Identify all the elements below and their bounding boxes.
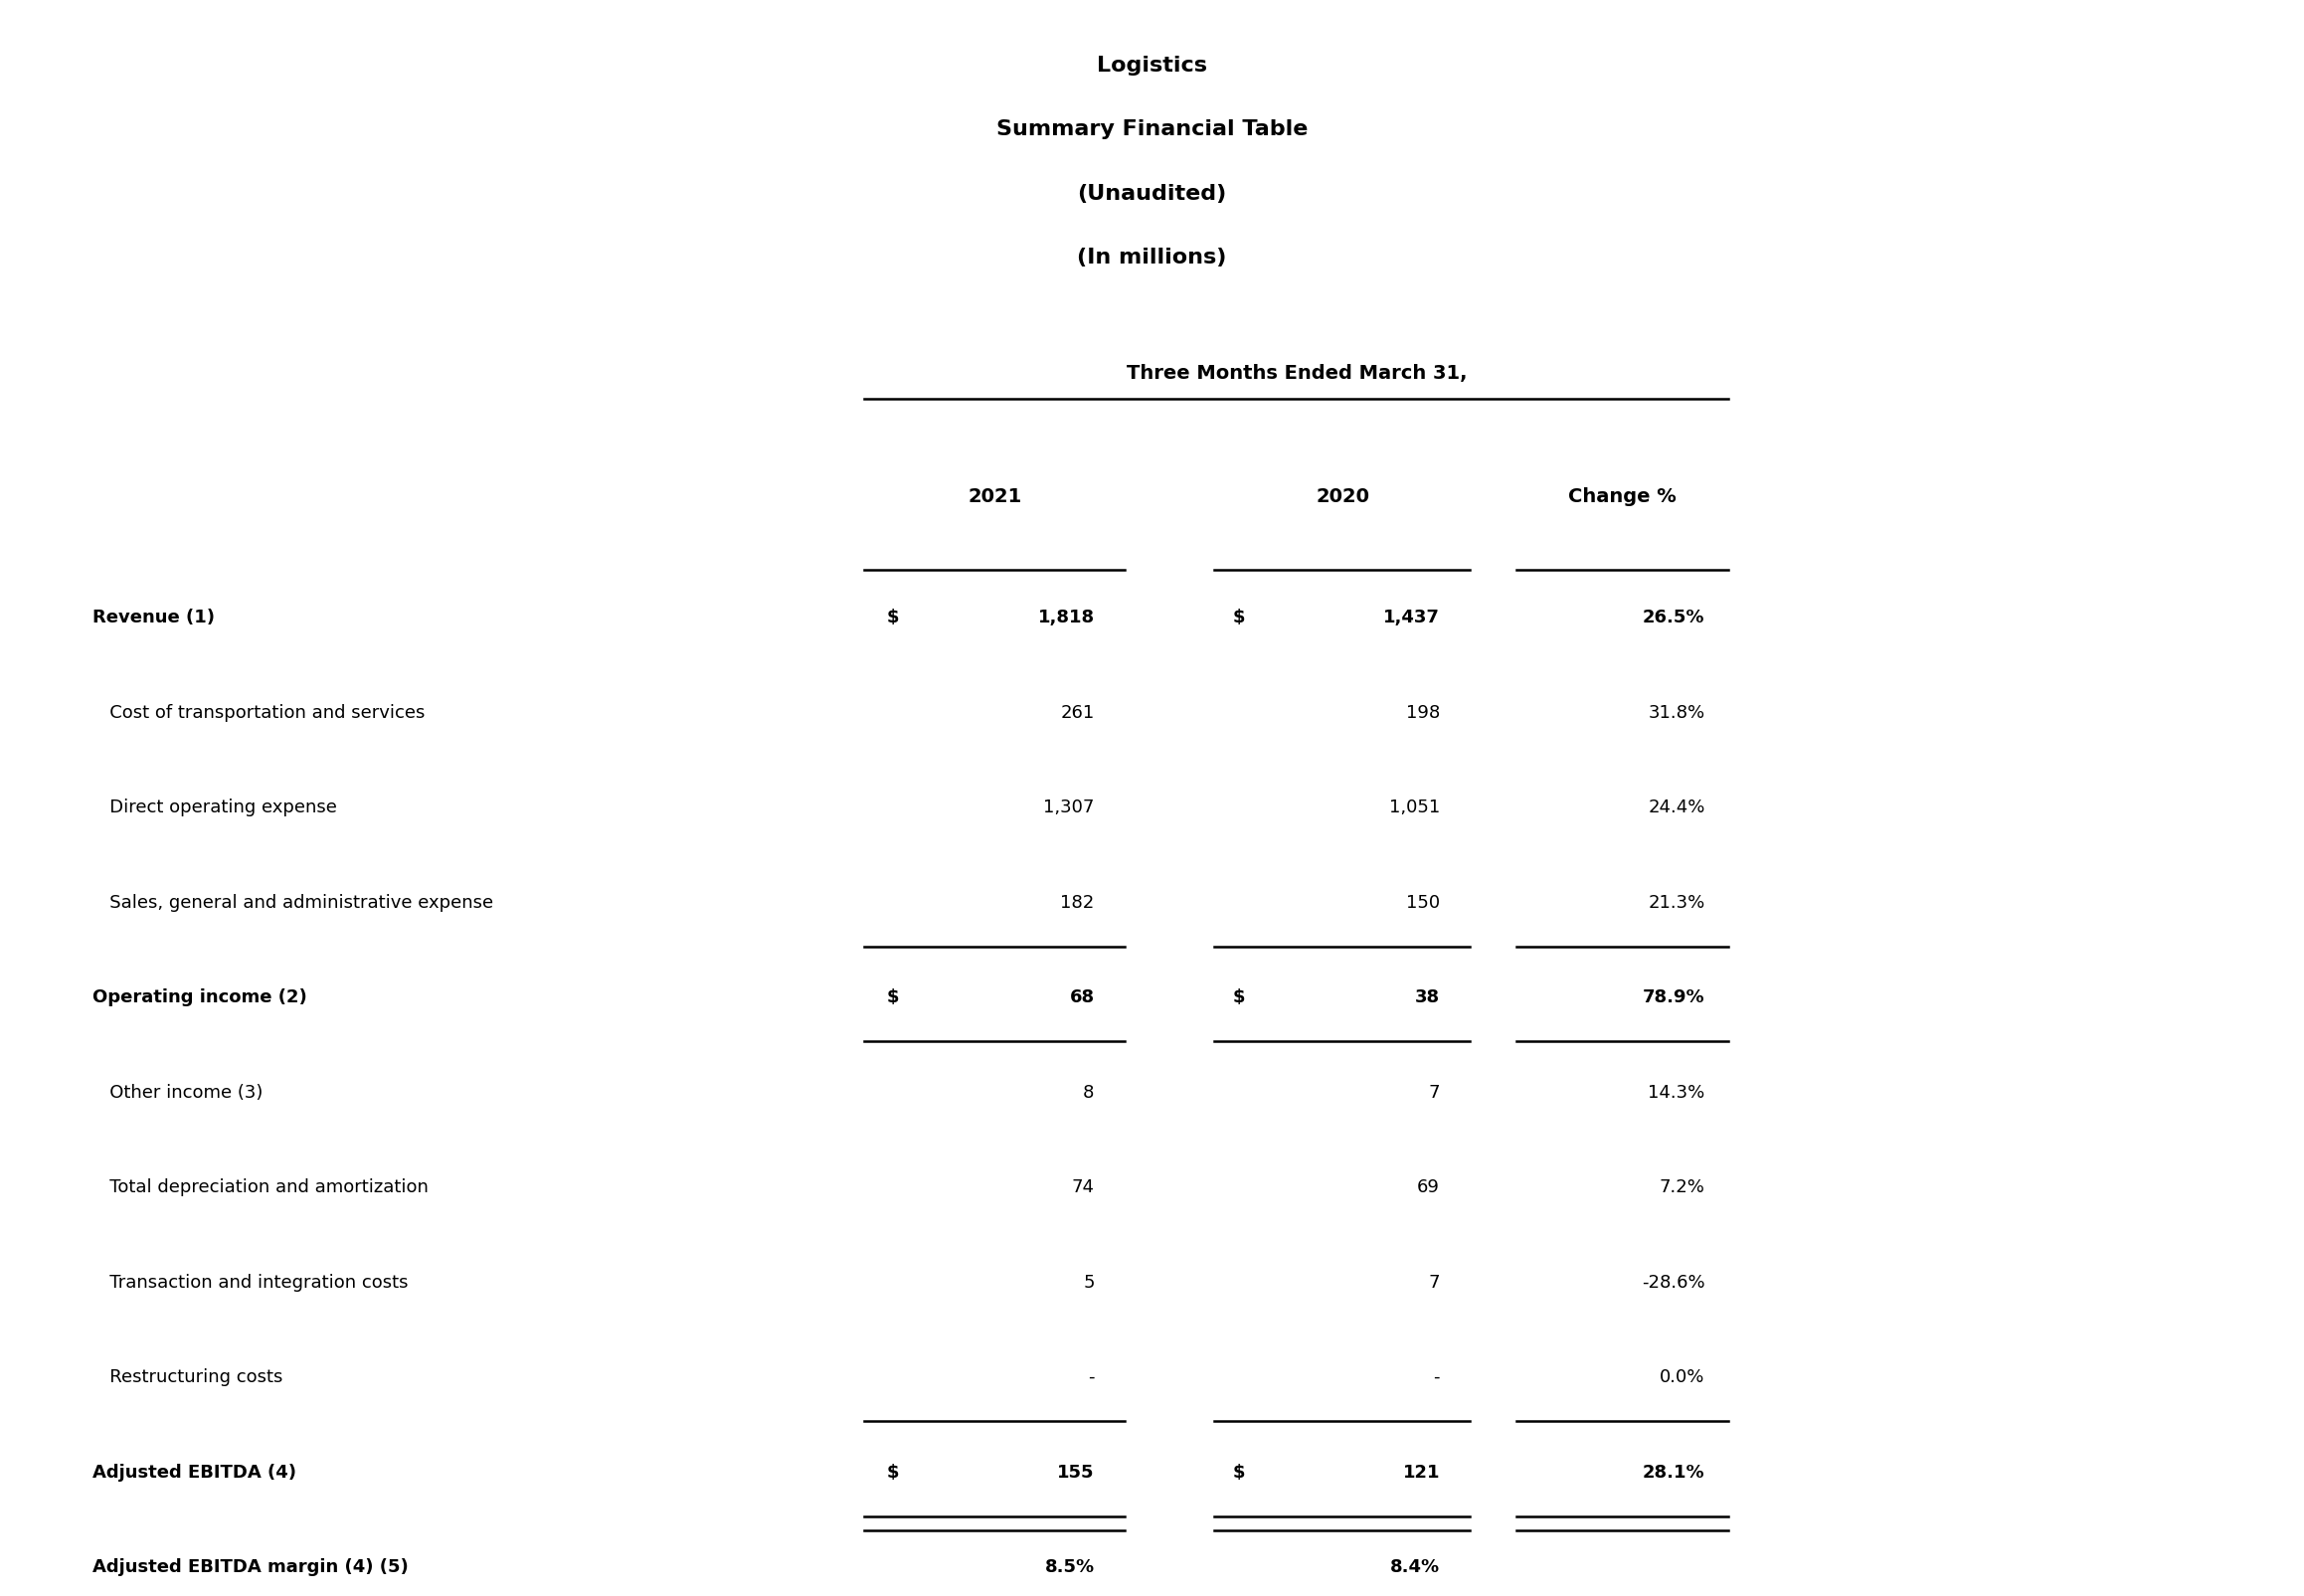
Text: Direct operating expense: Direct operating expense [92, 798, 336, 817]
Text: 68: 68 [1069, 988, 1094, 1007]
Text: Other income (3): Other income (3) [92, 1084, 263, 1101]
Text: 8: 8 [1083, 1084, 1094, 1101]
Text: 150: 150 [1405, 894, 1440, 911]
Text: (Unaudited): (Unaudited) [1078, 184, 1226, 203]
Text: $: $ [887, 608, 899, 627]
Text: Restructuring costs: Restructuring costs [92, 1368, 283, 1387]
Text: 28.1%: 28.1% [1643, 1464, 1705, 1481]
Text: 261: 261 [1060, 704, 1094, 721]
Text: $: $ [1233, 988, 1244, 1007]
Text: 38: 38 [1415, 988, 1440, 1007]
Text: 69: 69 [1417, 1178, 1440, 1197]
Text: Logistics: Logistics [1097, 56, 1207, 75]
Text: 21.3%: 21.3% [1647, 894, 1705, 911]
Text: 8.5%: 8.5% [1044, 1558, 1094, 1577]
Text: 7: 7 [1428, 1084, 1440, 1101]
Text: 7: 7 [1428, 1274, 1440, 1291]
Text: $: $ [887, 988, 899, 1007]
Text: 0.0%: 0.0% [1659, 1368, 1705, 1387]
Text: 8.4%: 8.4% [1389, 1558, 1440, 1577]
Text: 74: 74 [1071, 1178, 1094, 1197]
Text: 182: 182 [1060, 894, 1094, 911]
Text: 31.8%: 31.8% [1647, 704, 1705, 721]
Text: (In millions): (In millions) [1078, 247, 1226, 267]
Text: Adjusted EBITDA margin (4) (5): Adjusted EBITDA margin (4) (5) [92, 1558, 408, 1577]
Text: 198: 198 [1405, 704, 1440, 721]
Text: -: - [1087, 1368, 1094, 1387]
Text: Change %: Change % [1569, 487, 1675, 506]
Text: 1,051: 1,051 [1389, 798, 1440, 817]
Text: 78.9%: 78.9% [1643, 988, 1705, 1007]
Text: Total depreciation and amortization: Total depreciation and amortization [92, 1178, 429, 1197]
Text: 121: 121 [1403, 1464, 1440, 1481]
Text: 1,307: 1,307 [1044, 798, 1094, 817]
Text: 5: 5 [1083, 1274, 1094, 1291]
Text: $: $ [1233, 608, 1244, 627]
Text: 24.4%: 24.4% [1647, 798, 1705, 817]
Text: Adjusted EBITDA (4): Adjusted EBITDA (4) [92, 1464, 295, 1481]
Text: 7.2%: 7.2% [1659, 1178, 1705, 1197]
Text: 1,818: 1,818 [1037, 608, 1094, 627]
Text: 155: 155 [1058, 1464, 1094, 1481]
Text: -28.6%: -28.6% [1643, 1274, 1705, 1291]
Text: 26.5%: 26.5% [1643, 608, 1705, 627]
Text: 2021: 2021 [968, 487, 1023, 506]
Text: 1,437: 1,437 [1382, 608, 1440, 627]
Text: Operating income (2): Operating income (2) [92, 988, 306, 1007]
Text: Revenue (1): Revenue (1) [92, 608, 214, 627]
Text: $: $ [887, 1464, 899, 1481]
Text: $: $ [1233, 1464, 1244, 1481]
Text: Transaction and integration costs: Transaction and integration costs [92, 1274, 408, 1291]
Text: Cost of transportation and services: Cost of transportation and services [92, 704, 424, 721]
Text: 2020: 2020 [1316, 487, 1371, 506]
Text: Three Months Ended March 31,: Three Months Ended March 31, [1127, 364, 1468, 383]
Text: 14.3%: 14.3% [1647, 1084, 1705, 1101]
Text: -: - [1433, 1368, 1440, 1387]
Text: Summary Financial Table: Summary Financial Table [995, 120, 1309, 139]
Text: Sales, general and administrative expense: Sales, general and administrative expens… [92, 894, 493, 911]
